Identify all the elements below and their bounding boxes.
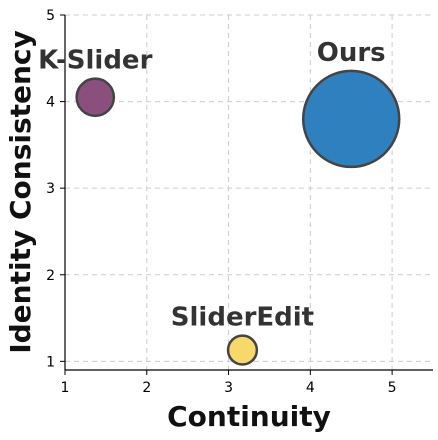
y-tick-label: 1 [46,354,55,370]
axes [64,15,433,371]
x-tick-label: 4 [306,380,315,396]
bubble-k-slider [75,77,116,118]
point-labels: K-Slider Ours SliderEdit [38,38,386,333]
x-tick-label: 1 [61,380,70,396]
bubble-slideredit [226,334,259,366]
point-label-slideredit: SliderEdit [171,303,314,333]
x-tick-label: 5 [388,380,397,396]
bubble-ours [301,69,401,169]
y-tick-label: 5 [46,8,55,24]
ticks: 1 2 3 4 5 1 2 3 4 5 [46,8,396,396]
point-label-ours: Ours [317,38,386,68]
y-tick-label: 2 [46,268,55,284]
point-label-k-slider: K-Slider [38,46,152,76]
x-tick-label: 2 [142,380,151,396]
x-tick-label: 3 [224,380,233,396]
y-tick-label: 3 [46,181,55,197]
x-axis-title: Continuity [167,400,331,433]
bubbles [75,69,401,366]
y-axis-title: Identity Consistency [4,30,37,354]
y-tick-label: 4 [46,95,55,111]
